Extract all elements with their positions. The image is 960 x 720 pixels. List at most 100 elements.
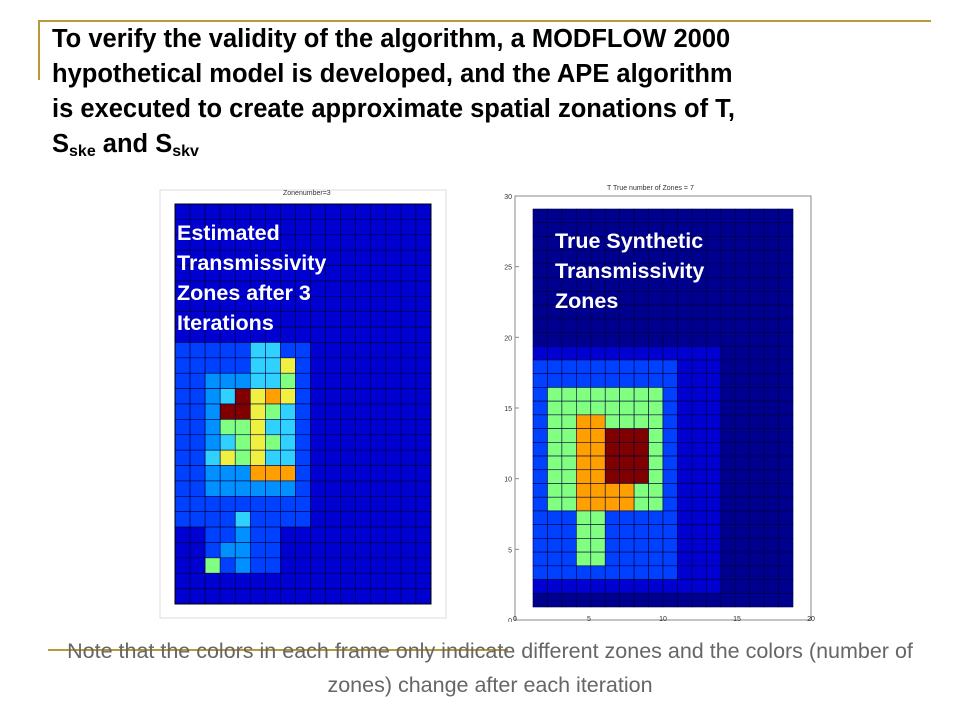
grid-cell: [355, 357, 372, 374]
grid-cell: [265, 526, 281, 543]
grid-cell: [400, 249, 417, 266]
grid-cell: [778, 208, 794, 224]
grid-cell: [734, 538, 750, 553]
grid-cell: [400, 311, 417, 328]
grid-cell: [749, 222, 765, 237]
grid-cell: [355, 480, 372, 497]
grid-cell: [415, 326, 432, 343]
grid-cell: [174, 496, 191, 512]
grid-cell: [189, 388, 206, 405]
grid-cell: [280, 511, 296, 528]
grid-cell: [415, 480, 432, 497]
grid-cell: [219, 557, 236, 574]
grid-cell: [778, 442, 794, 457]
grid-cell: [400, 234, 417, 251]
grid-cell: [778, 304, 794, 320]
grid-cell: [385, 219, 402, 236]
grid-cell: [385, 388, 402, 405]
grid-cell: [295, 357, 311, 374]
grid-cell: [280, 588, 296, 605]
grid-cell: [691, 455, 707, 471]
grid-cell: [677, 428, 693, 443]
grid-cell: [355, 372, 372, 389]
grid-cell: [662, 510, 678, 525]
grid-cell: [355, 326, 372, 343]
grid-cell: [576, 524, 592, 539]
grid-cell: [265, 572, 281, 589]
grid-cell: [340, 434, 357, 451]
grid-cell: [370, 357, 387, 374]
grid-cell: [720, 318, 736, 333]
grid-cell: [590, 483, 606, 498]
grid-cell: [749, 592, 765, 608]
grid-cell: [415, 265, 432, 282]
grid-cell: [706, 222, 722, 237]
grid-cell: [691, 400, 707, 416]
grid-cell: [189, 342, 206, 359]
grid-cell: [189, 357, 206, 374]
grid-cell: [576, 496, 592, 512]
grid-cell: [325, 265, 341, 282]
grid-cell: [532, 455, 548, 471]
grid-cell: [706, 579, 722, 594]
grid-cell: [561, 428, 577, 443]
grid-cell: [576, 359, 592, 374]
grid-cell: [219, 511, 236, 528]
grid-cell: [249, 557, 266, 574]
grid-cell: [604, 524, 620, 539]
grid-cell: [677, 318, 693, 333]
grid-cell: [604, 359, 620, 374]
grid-cell: [778, 414, 794, 429]
grid-cell: [778, 318, 794, 333]
grid-cell: [662, 469, 678, 484]
grid-cell: [691, 483, 707, 498]
grid-cell: [763, 496, 779, 512]
grid-cell: [576, 592, 592, 608]
grid-cell: [720, 304, 736, 320]
grid-cell: [234, 465, 251, 482]
grid-cell: [385, 296, 402, 312]
grid-cell: [249, 449, 266, 466]
grid-cell: [385, 480, 402, 497]
grid-cell: [576, 510, 592, 525]
grid-cell: [174, 588, 191, 605]
grid-cell: [249, 526, 266, 543]
grid-cell: [370, 372, 387, 389]
grid-cell: [662, 414, 678, 429]
grid-cell: [219, 542, 236, 559]
grid-cell: [749, 208, 765, 224]
grid-cell: [532, 510, 548, 525]
grid-cell: [734, 263, 750, 278]
grid-cell: [648, 483, 664, 498]
x-tick-label: 0: [513, 616, 517, 622]
grid-cell: [576, 469, 592, 484]
grid-cell: [633, 538, 649, 553]
grid-cell: [706, 332, 722, 347]
grid-cell: [677, 455, 693, 471]
grid-cell: [204, 372, 221, 389]
grid-cell: [763, 263, 779, 278]
overlay-line: Transmissivity: [555, 259, 705, 283]
grid-cell: [325, 372, 341, 389]
grid-cell: [561, 387, 577, 402]
grid-cell: [174, 357, 191, 374]
title-line: Sske and Sskv: [52, 127, 932, 169]
grid-cell: [590, 428, 606, 443]
grid-cell: [633, 510, 649, 525]
grid-cell: [706, 277, 722, 292]
grid-cell: [691, 524, 707, 539]
grid-cell: [778, 332, 794, 347]
grid-cell: [249, 542, 266, 559]
grid-cell: [532, 291, 548, 306]
grid-cell: [325, 326, 341, 343]
grid-cell: [532, 332, 548, 347]
grid-cell: [763, 455, 779, 471]
grid-cell: [189, 572, 206, 589]
grid-cell: [340, 465, 357, 482]
grid-cell: [295, 480, 311, 497]
grid-cell: [385, 465, 402, 482]
grid-cell: [340, 372, 357, 389]
grid-cell: [706, 592, 722, 608]
grid-cell: [749, 538, 765, 553]
grid-cell: [648, 510, 664, 525]
